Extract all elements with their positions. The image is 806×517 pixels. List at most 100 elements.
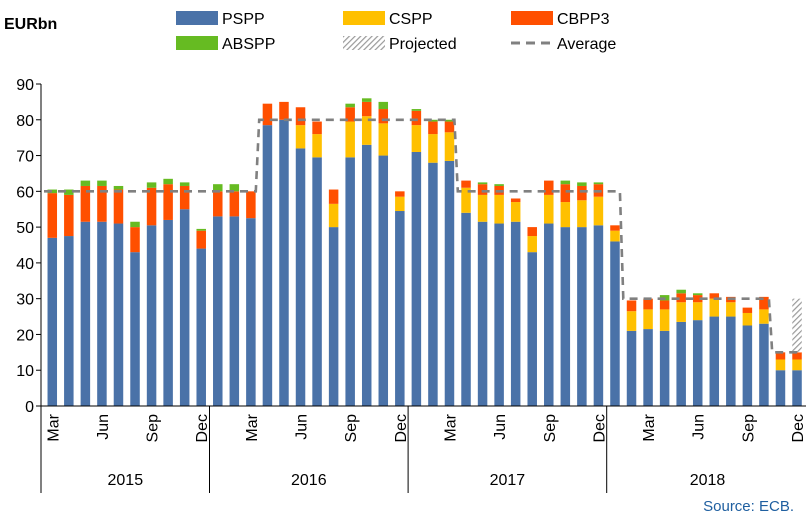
- x-tick-label: Mar: [641, 413, 658, 441]
- bar-abspp-38: [676, 289, 686, 294]
- bar-cbpp3-5: [130, 227, 140, 253]
- x-tick-label: Jun: [95, 414, 112, 440]
- bar-pspp-32: [577, 227, 587, 406]
- x-tick-label: Sep: [542, 414, 559, 443]
- bar-cspp-34: [610, 230, 620, 242]
- bar-pspp-7: [163, 219, 173, 406]
- bar-cbpp3-0: [47, 193, 58, 238]
- bar-pspp-17: [328, 227, 339, 406]
- bar-cbpp3-1: [64, 194, 74, 237]
- bar-cbpp3-11: [229, 191, 240, 217]
- bar-pspp-20: [378, 155, 389, 406]
- legend-label-cspp: CSPP: [389, 11, 433, 28]
- bar-pspp-15: [295, 148, 306, 406]
- x-tick-label: Jun: [294, 414, 311, 440]
- bar-cbpp3-7: [163, 184, 173, 220]
- unit-label: EURbn: [4, 16, 57, 33]
- bar-pspp-40: [709, 316, 720, 406]
- bar-pspp-26: [477, 221, 488, 406]
- y-tick-label: 30: [16, 292, 34, 309]
- legend-label-average: Average: [557, 36, 616, 53]
- bar-pspp-9: [196, 248, 206, 406]
- bar-pspp-24: [444, 160, 455, 406]
- bar-cbpp3-30: [544, 180, 554, 195]
- bar-cbpp3-38: [676, 293, 686, 303]
- bar-pspp-1: [64, 236, 74, 406]
- x-tick-label: Sep: [343, 414, 360, 443]
- bar-pspp-18: [345, 157, 355, 406]
- bar-pspp-37: [659, 330, 670, 406]
- bar-cspp-37: [659, 309, 670, 331]
- bar-cbpp3-6: [146, 187, 157, 226]
- year-label: 2018: [690, 472, 726, 489]
- bar-pspp-10: [213, 216, 223, 406]
- bar-abspp-8: [179, 182, 190, 186]
- legend-swatch-projected: [343, 36, 385, 50]
- bar-cspp-45: [792, 359, 802, 371]
- x-tick-label: Mar: [45, 413, 62, 441]
- bar-cspp-23: [428, 134, 438, 163]
- bar-pspp-27: [494, 223, 504, 406]
- bar-cbpp3-21: [395, 191, 405, 197]
- bar-cspp-24: [444, 132, 455, 161]
- bar-cbpp3-17: [328, 189, 339, 204]
- bar-abspp-5: [130, 221, 140, 228]
- bar-cbpp3-4: [113, 189, 124, 224]
- y-tick-label: 10: [16, 363, 34, 380]
- bar-abspp-6: [146, 182, 157, 188]
- bar-pspp-0: [47, 237, 58, 406]
- bar-cbpp3-18: [345, 107, 355, 122]
- bar-cspp-41: [726, 302, 736, 317]
- legend: PSPP CSPP CBPP3 ABSPP Projected Average: [176, 11, 616, 53]
- bar-abspp-4: [113, 185, 124, 190]
- bar-cbpp3-28: [510, 198, 521, 203]
- y-tick-label: 40: [16, 256, 34, 273]
- bar-abspp-22: [411, 109, 422, 111]
- bar-cbpp3-10: [213, 191, 223, 217]
- bar-pspp-21: [395, 211, 405, 406]
- bar-cbpp3-29: [527, 227, 537, 237]
- x-tick-label: Dec: [790, 414, 806, 442]
- bar-cbpp3-40: [709, 293, 720, 299]
- bar-abspp-9: [196, 228, 206, 231]
- bar-pspp-43: [759, 323, 769, 406]
- year-label: 2016: [291, 472, 327, 489]
- legend-swatch-cbpp3: [511, 11, 553, 25]
- bar-pspp-41: [726, 316, 736, 406]
- bar-pspp-45: [792, 370, 802, 406]
- bar-pspp-30: [544, 223, 554, 406]
- bar-pspp-34: [610, 241, 620, 406]
- bar-abspp-31: [560, 180, 571, 185]
- bar-pspp-28: [510, 221, 521, 406]
- bar-cbpp3-26: [477, 184, 488, 195]
- bar-cbpp3-19: [361, 101, 372, 117]
- bar-pspp-25: [461, 212, 471, 406]
- bar-cspp-31: [560, 202, 571, 228]
- bar-cbpp3-14: [279, 101, 289, 120]
- legend-swatch-abspp: [176, 36, 218, 50]
- bar-pspp-5: [130, 252, 140, 406]
- bar-abspp-32: [577, 182, 587, 186]
- source-note: Source: ECB.: [703, 498, 794, 515]
- legend-label-projected: Projected: [389, 36, 457, 53]
- bar-pspp-14: [279, 119, 289, 407]
- bar-cbpp3-32: [577, 185, 587, 201]
- legend-label-pspp: PSPP: [222, 11, 265, 28]
- bar-cspp-15: [295, 125, 306, 149]
- bar-cbpp3-25: [461, 180, 471, 188]
- x-tick-label: Jun: [691, 414, 708, 440]
- bar-cspp-19: [361, 116, 372, 145]
- bar-cspp-27: [494, 194, 504, 224]
- y-tick-label: 80: [16, 113, 34, 130]
- bar-pspp-12: [246, 218, 256, 406]
- bar-pspp-31: [560, 227, 571, 406]
- bar-cbpp3-8: [179, 185, 190, 210]
- bar-cbpp3-3: [97, 185, 107, 222]
- bar-pspp-13: [262, 125, 273, 407]
- bar-pspp-44: [775, 370, 786, 406]
- x-tick-label: Sep: [145, 414, 162, 443]
- bars: [47, 98, 802, 407]
- bar-pspp-42: [742, 325, 753, 406]
- bar-cbpp3-9: [196, 230, 206, 249]
- bar-cbpp3-24: [444, 121, 455, 133]
